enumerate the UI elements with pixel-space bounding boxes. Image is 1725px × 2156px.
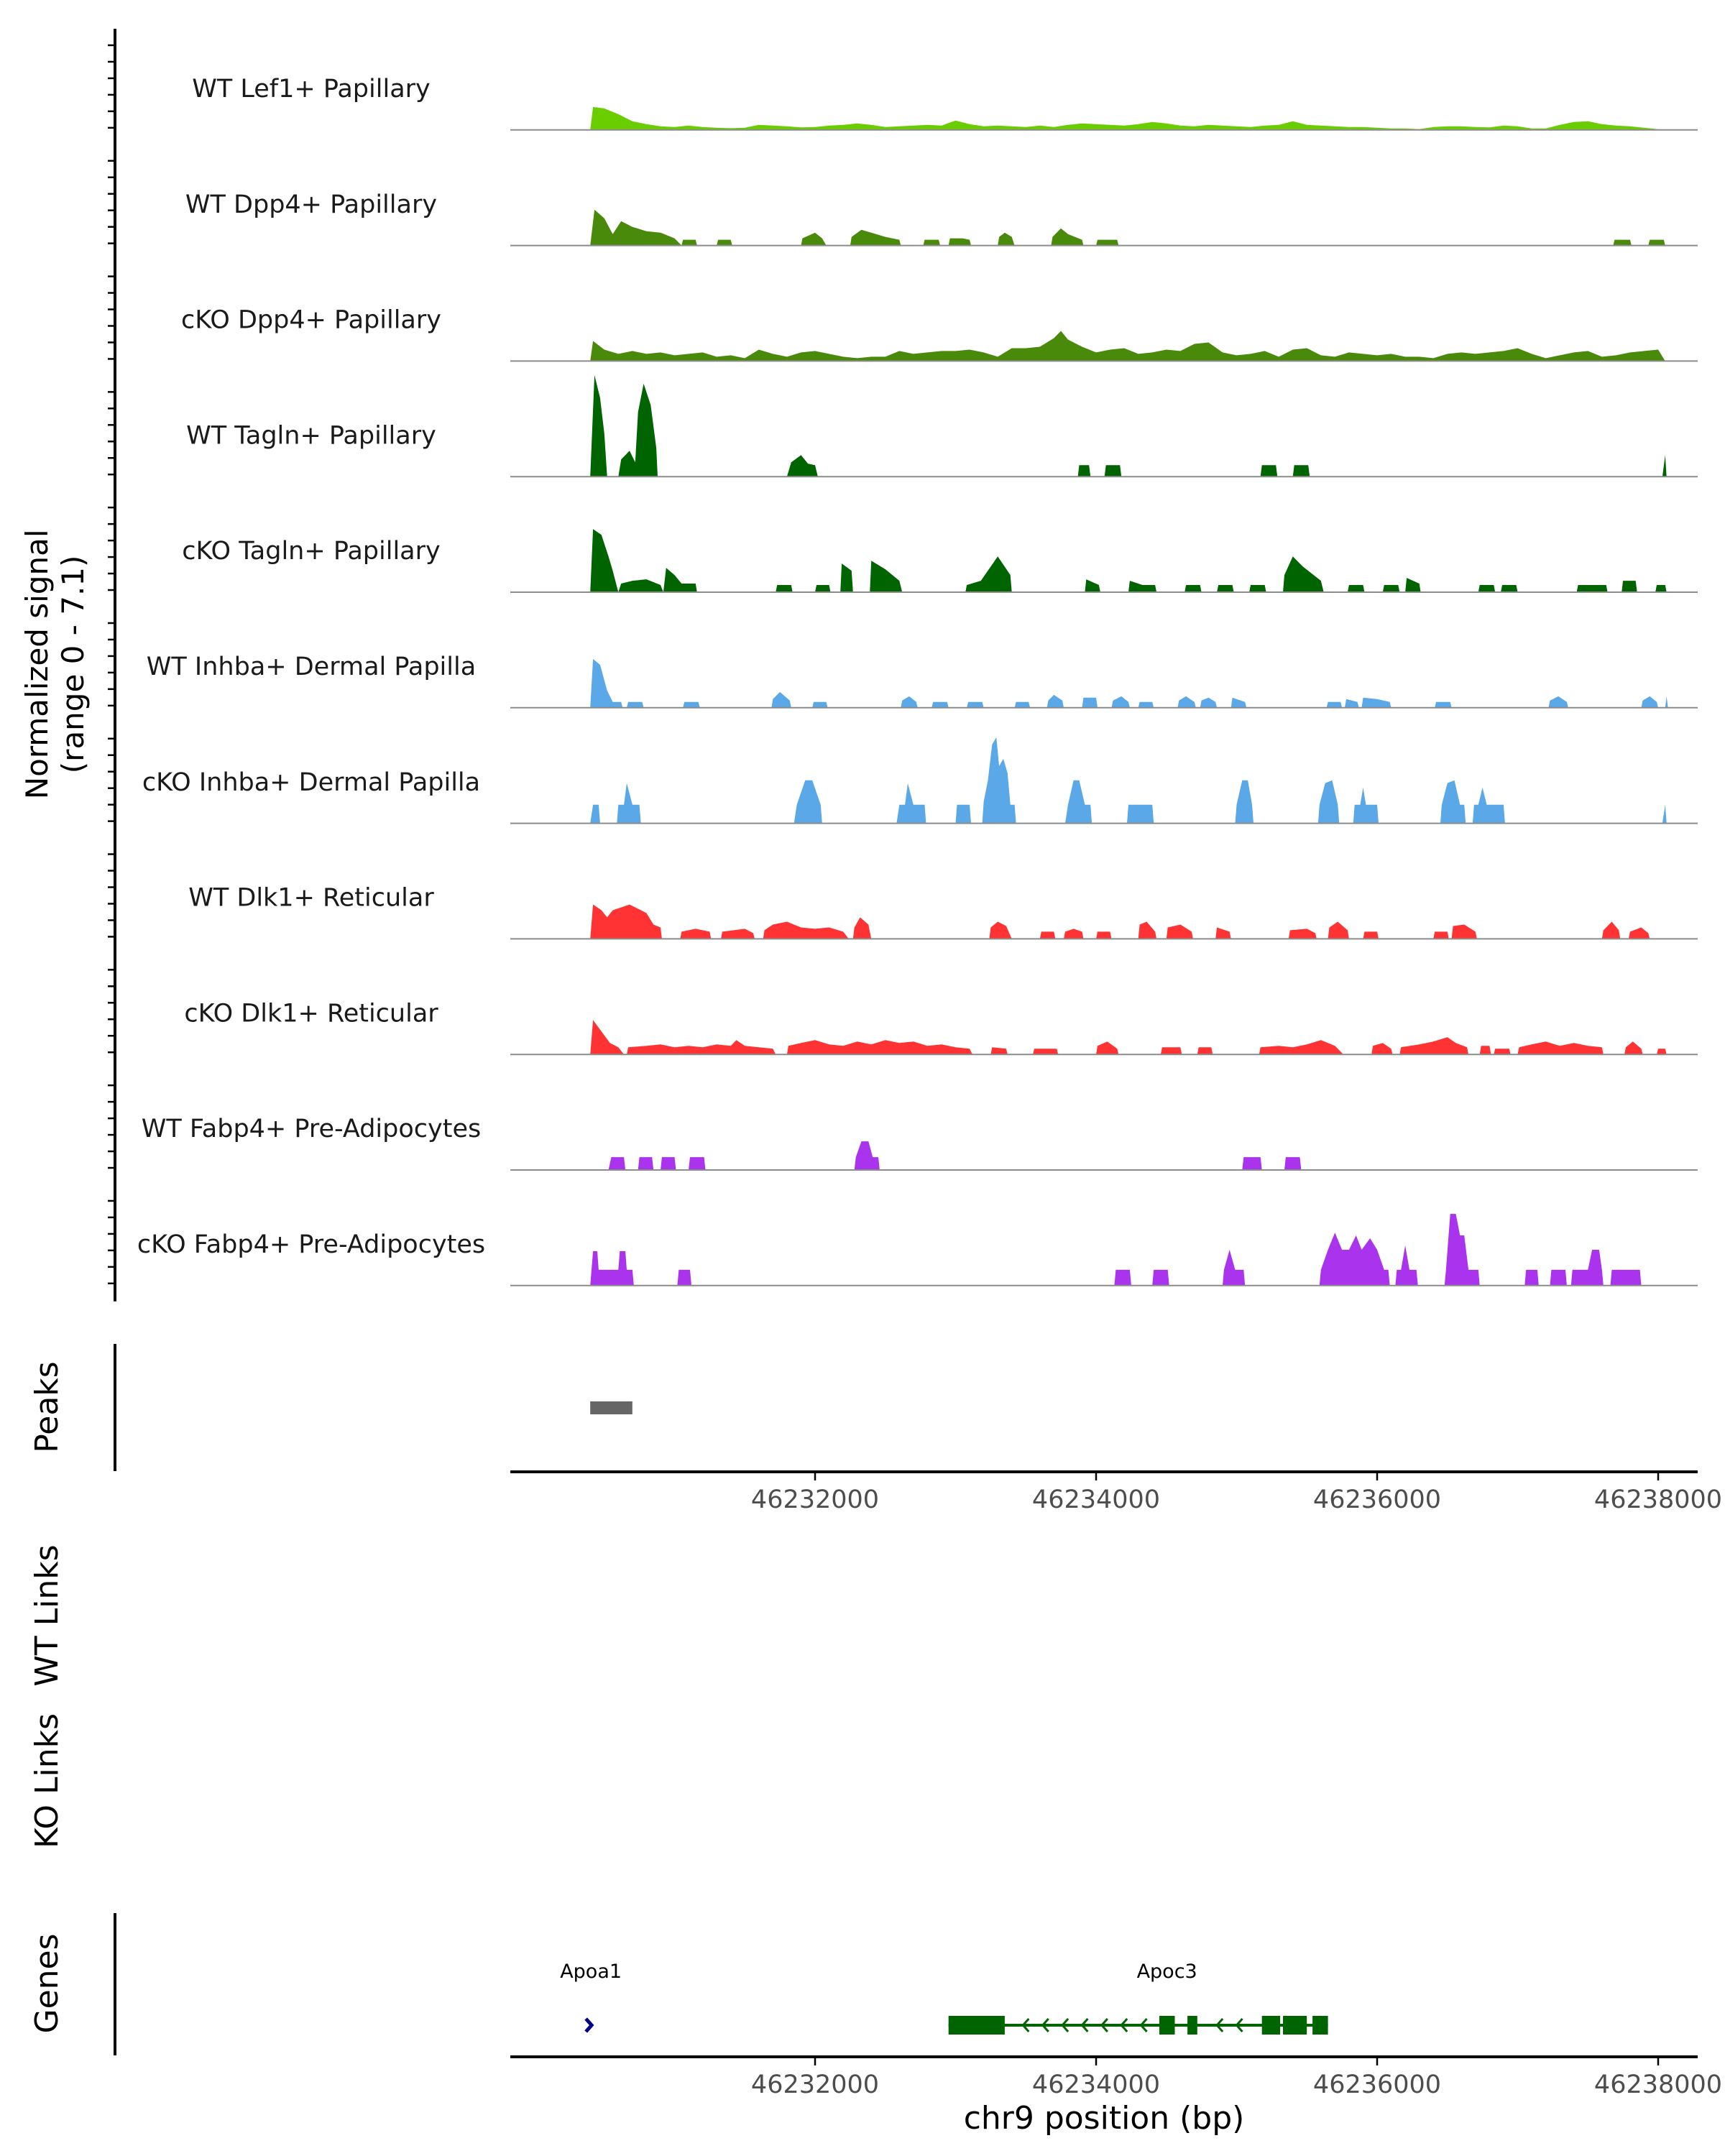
track-cko-tagln-papillary: cKO Tagln+ Papillary	[182, 529, 1698, 593]
strand-arrow	[1061, 2018, 1070, 2032]
track-wt-lef1-papillary: WT Lef1+ Papillary	[192, 75, 1698, 131]
track-label: cKO Dlk1+ Reticular	[184, 999, 438, 1028]
strand-arrow	[1120, 2018, 1128, 2032]
coverage-area	[608, 1141, 1302, 1170]
coverage-area	[590, 331, 1665, 361]
x-tick-label: 46234000	[1032, 1485, 1160, 1514]
gene-apoc3: Apoc3	[948, 1961, 1328, 2035]
y-axis-subtitle: (range 0 - 7.1)	[55, 556, 91, 774]
track-wt-inhba-dermal-papilla: WT Inhba+ Dermal Papilla	[147, 653, 1698, 709]
track-label: WT Fabp4+ Pre-Adipocytes	[142, 1115, 481, 1143]
coverage-area	[590, 106, 1665, 130]
gene-exon	[1312, 2016, 1328, 2035]
x-tick-label: 46238000	[1594, 2070, 1722, 2099]
gene-exon	[948, 2016, 1005, 2035]
track-label: WT Tagln+ Papillary	[186, 421, 436, 450]
track-label: WT Inhba+ Dermal Papilla	[147, 653, 476, 681]
coverage-area	[590, 529, 1667, 592]
coverage-area	[590, 209, 1665, 246]
x-tick-label: 46236000	[1313, 1485, 1441, 1514]
coverage-area	[590, 659, 1668, 708]
strand-arrow	[1021, 2018, 1030, 2032]
y-axis-title: Normalized signal	[19, 530, 55, 800]
x-tick-label: 46238000	[1594, 1485, 1722, 1514]
track-label: cKO Fabp4+ Pre-Adipocytes	[137, 1230, 485, 1259]
track-label: cKO Tagln+ Papillary	[182, 537, 441, 566]
track-label: cKO Inhba+ Dermal Papilla	[142, 768, 480, 797]
gene-exon	[1159, 2016, 1175, 2035]
peaks-label: Peaks	[29, 1361, 65, 1452]
track-label: cKO Dpp4+ Papillary	[181, 306, 441, 335]
gene-apoa1: Apoa1	[560, 1961, 622, 2033]
links-panels: WT Links KO Links	[29, 1544, 65, 1848]
coverage-area	[590, 737, 1667, 824]
genes-label: Genes	[29, 1933, 65, 2033]
track-cko-inhba-dermal-papilla: cKO Inhba+ Dermal Papilla	[142, 737, 1698, 824]
track-cko-dlk1-reticular: cKO Dlk1+ Reticular	[184, 999, 1698, 1056]
x-axis-title: chr9 position (bp)	[964, 2100, 1245, 2137]
track-label: WT Lef1+ Papillary	[192, 75, 431, 103]
gene-exon	[1187, 2016, 1197, 2035]
track-wt-dlk1-reticular: WT Dlk1+ Reticular	[188, 884, 1698, 940]
strand-arrow	[1235, 2018, 1243, 2032]
strand-arrow	[1041, 2018, 1049, 2032]
track-label: WT Dpp4+ Papillary	[185, 190, 437, 219]
peaks-panel: Peaks 46232000 46234000 46236000 46238000	[29, 1344, 1722, 1514]
links-label-wt-links: WT Links	[29, 1544, 65, 1686]
track-wt-dpp4-papillary: WT Dpp4+ Papillary	[185, 190, 1698, 247]
gene-exon	[1283, 2016, 1307, 2035]
strand-arrow	[584, 2017, 594, 2033]
x-tick-label: 46234000	[1032, 2070, 1160, 2099]
gene-name: Apoc3	[1137, 1961, 1197, 1983]
coverage-area	[590, 1020, 1667, 1055]
track-wt-tagln-papillary: WT Tagln+ Papillary	[186, 374, 1698, 478]
track-wt-fabp4-pre-adipocytes: WT Fabp4+ Pre-Adipocytes	[142, 1115, 1698, 1171]
genes-panel: Genes Apoa1 Apoc3 46232000 46234000 46236000 4…	[29, 1913, 1722, 2137]
track-cko-fabp4-pre-adipocytes: cKO Fabp4+ Pre-Adipocytes	[137, 1214, 1698, 1286]
coverage-tracks: Normalized signal (range 0 - 7.1) WT Lef1+…	[19, 29, 1698, 1302]
strand-arrow	[1100, 2018, 1108, 2032]
x-tick-label: 46232000	[751, 2070, 879, 2099]
track-cko-dpp4-papillary: cKO Dpp4+ Papillary	[181, 306, 1698, 362]
coverage-area	[590, 1214, 1642, 1286]
gene-name: Apoa1	[560, 1961, 622, 1983]
track-label: WT Dlk1+ Reticular	[188, 884, 434, 913]
x-tick-label: 46232000	[751, 1485, 879, 1514]
strand-arrow	[1080, 2018, 1089, 2032]
peak-region	[590, 1401, 632, 1414]
coverage-area	[590, 374, 1667, 477]
x-tick-label: 46236000	[1313, 2070, 1441, 2099]
gene-exon	[1261, 2016, 1281, 2035]
strand-arrow	[1139, 2018, 1148, 2032]
coverage-area	[590, 904, 1650, 939]
strand-arrow	[1215, 2018, 1224, 2032]
links-label-ko-links: KO Links	[29, 1713, 65, 1848]
